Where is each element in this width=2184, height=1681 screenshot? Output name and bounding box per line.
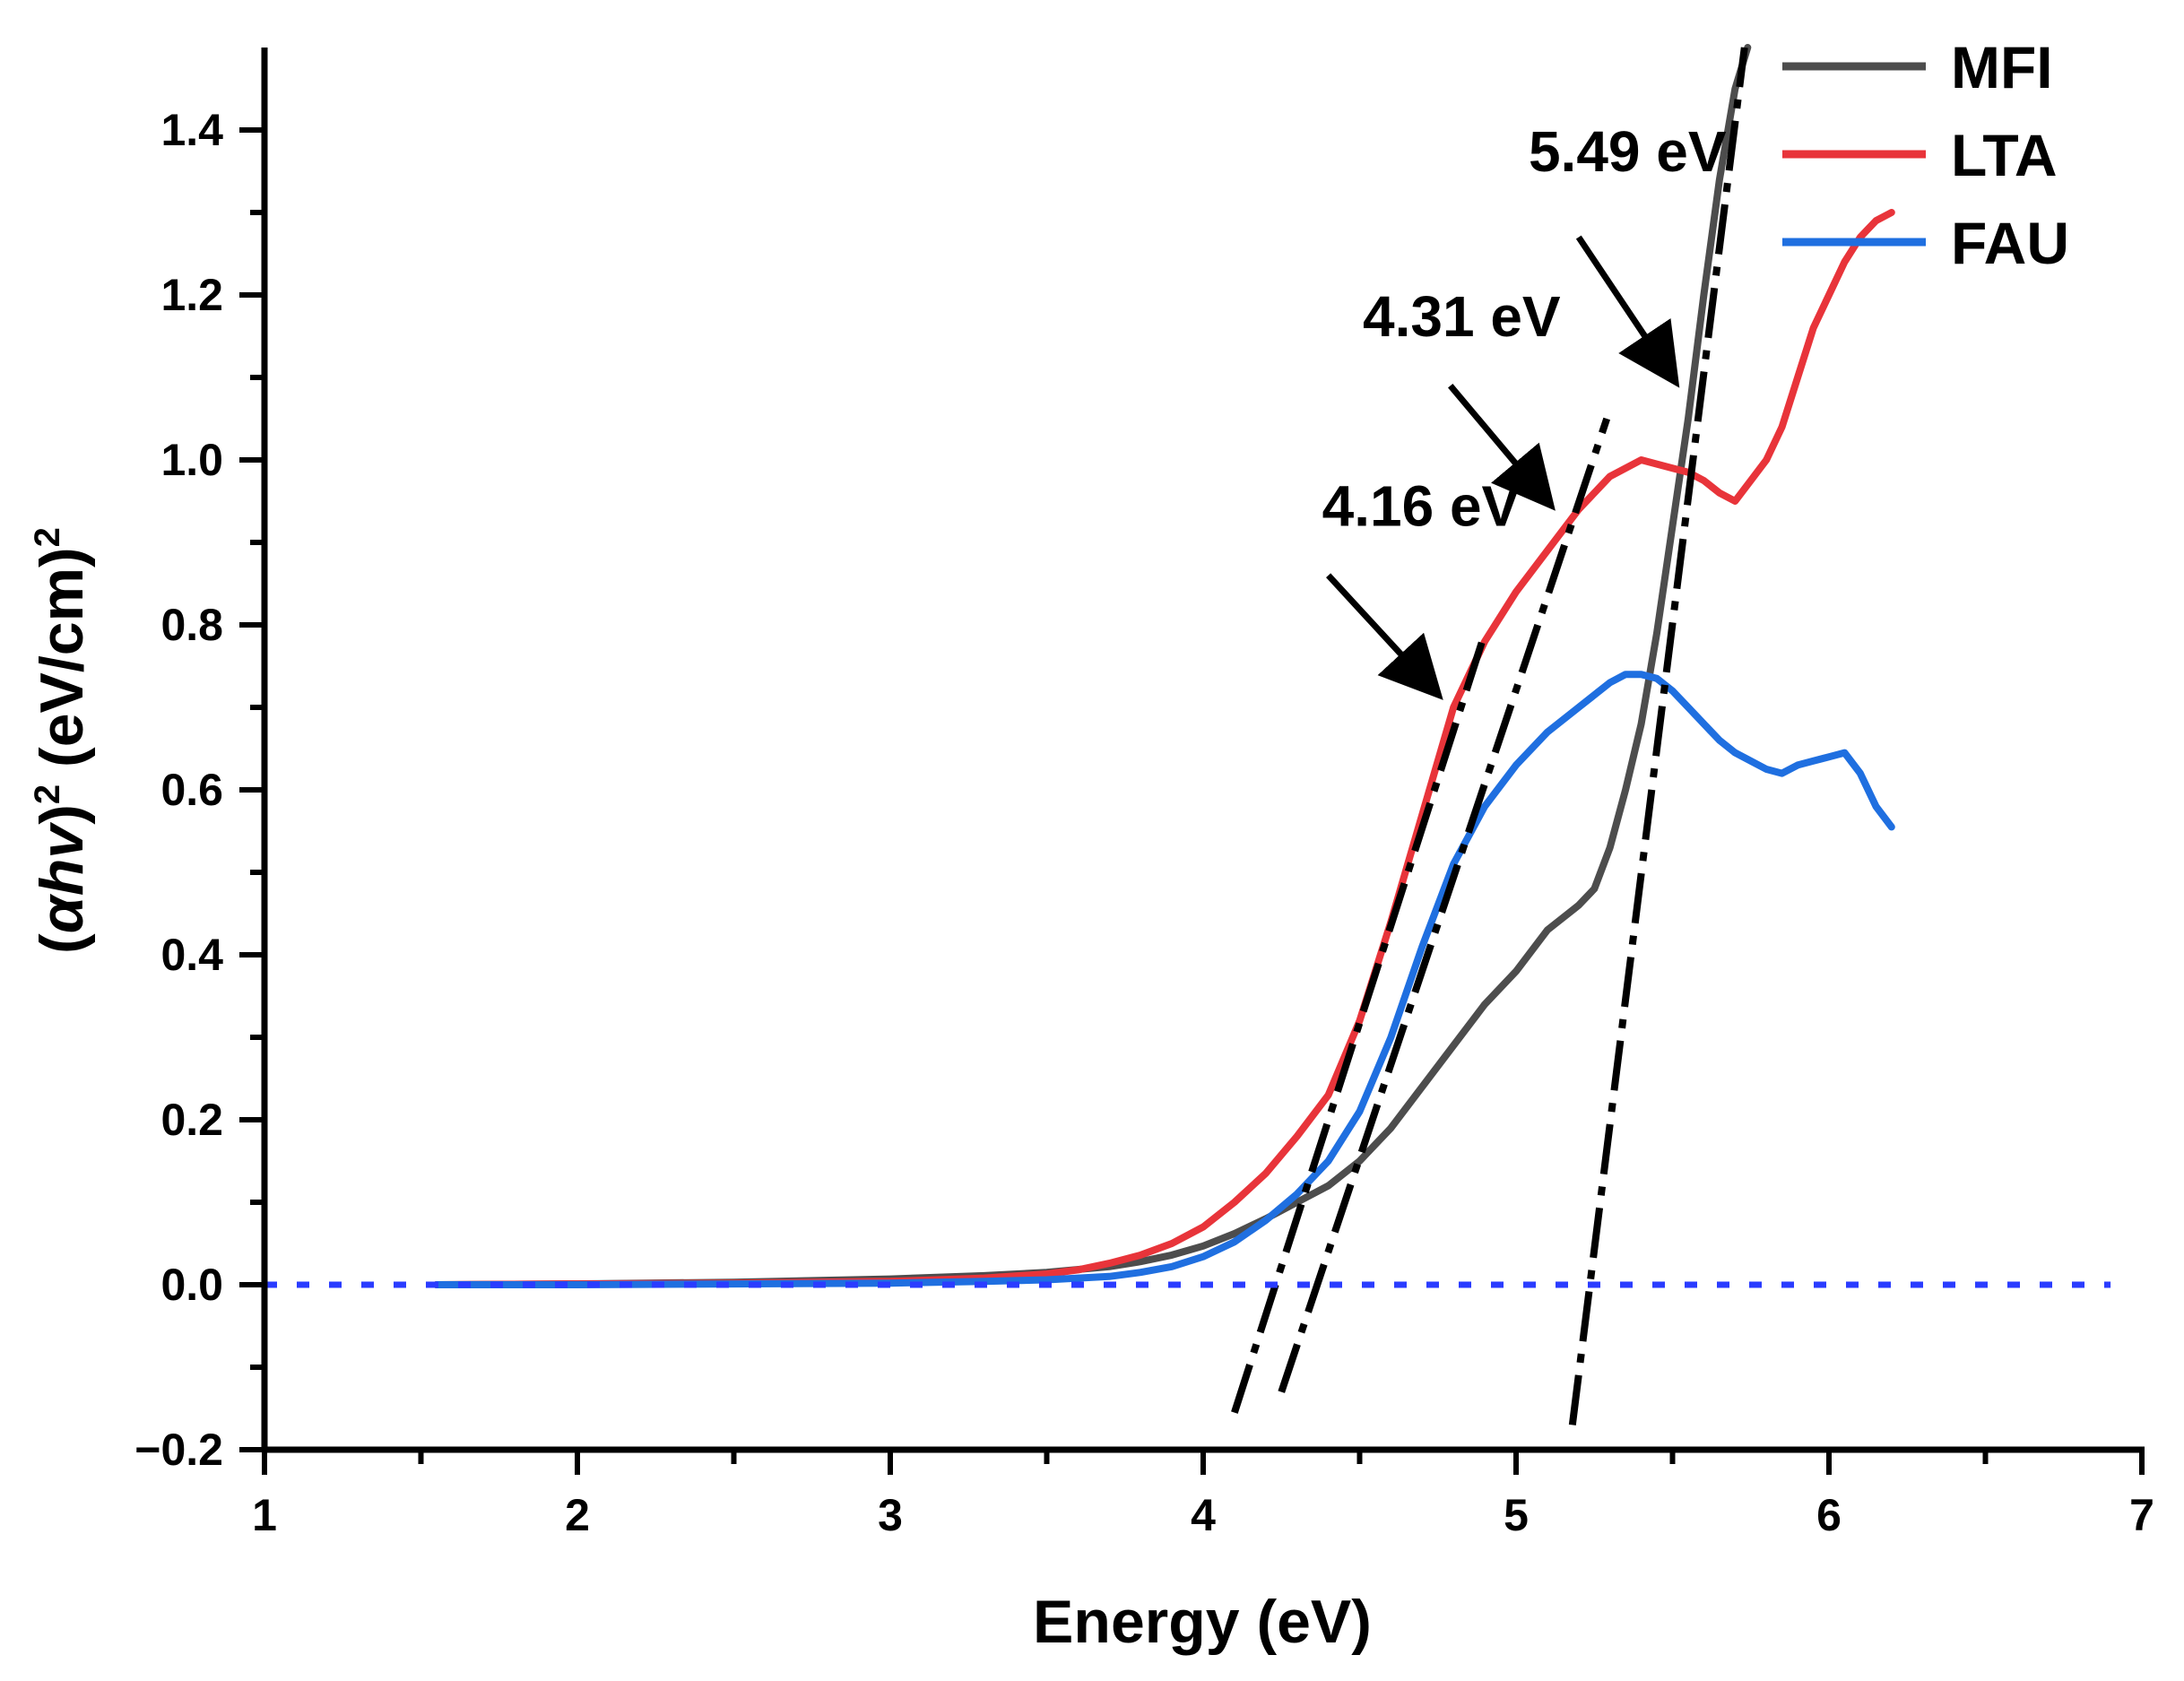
bandgap-label-2: 4.31 eV <box>1363 284 1561 349</box>
bandgap-arrow-1 <box>1326 573 1443 700</box>
y-tick-label: 1.0 <box>160 435 223 485</box>
x-tick-label: 5 <box>1504 1490 1529 1540</box>
series-layer <box>433 44 1895 1288</box>
y-axis-title-units: (eV/cm) <box>28 547 96 784</box>
y-axis-title-close: ) <box>28 804 96 825</box>
y-ticks: −0.2 0.0 0.2 0.4 0.6 0.8 1.0 1.2 1.4 <box>134 105 264 1475</box>
y-tick-label: 0.6 <box>160 765 223 815</box>
legend-label-lta: LTA <box>1951 122 2058 188</box>
y-axis-title: (αhv)2 (eV/cm)2 <box>28 527 96 954</box>
y-tick-label: 1.2 <box>160 270 223 320</box>
y-tick-label: 0.0 <box>160 1260 223 1310</box>
tangent-line-1 <box>1231 631 1488 1414</box>
tangent-line-3 <box>1568 47 1748 1425</box>
x-tick-label: 1 <box>252 1490 277 1540</box>
y-axis-title-symbol: αhv <box>28 822 96 934</box>
y-tick-label: 0.4 <box>160 930 223 980</box>
bandgap-arrow-3 <box>1575 235 1680 388</box>
plot-area <box>264 44 2111 1425</box>
x-ticks: 1 2 3 4 5 6 7 <box>252 1450 2154 1540</box>
x-tick-label: 7 <box>2129 1490 2154 1540</box>
bandgap-arrow-2 <box>1448 383 1556 511</box>
y-axis-title-power: 2 <box>28 784 67 804</box>
series-line-fau <box>433 671 1895 1288</box>
bandgap-label-1: 4.16 eV <box>1322 474 1521 539</box>
series-line-lta <box>433 209 1895 1288</box>
y-axis-title-open: ( <box>28 933 96 954</box>
y-tick-label: 1.4 <box>160 105 223 155</box>
x-tick-label: 4 <box>1191 1490 1216 1540</box>
legend: MFI LTA FAU <box>1782 34 2069 276</box>
x-tick-label: 2 <box>565 1490 590 1540</box>
axes: 1 2 3 4 5 6 7 −0.2 0.0 0.2 0.4 0.6 0.8 1.0 1.2 1.4 <box>134 48 2154 1540</box>
tangent-layer <box>1231 47 1748 1425</box>
x-axis-title: Energy (eV) <box>1033 1588 1372 1656</box>
bandgap-label-3: 5.49 eV <box>1529 119 1727 184</box>
tangent-line-2 <box>1278 417 1611 1393</box>
legend-label-mfi: MFI <box>1951 34 2053 100</box>
legend-label-fau: FAU <box>1951 210 2069 276</box>
y-tick-label: 0.8 <box>160 600 223 650</box>
y-tick-label: 0.2 <box>160 1095 223 1145</box>
x-tick-label: 6 <box>1816 1490 1842 1540</box>
series-line-mfi <box>433 44 1752 1288</box>
annotations: 4.16 eV 4.31 eV 5.49 eV <box>1322 119 1727 700</box>
y-axis-title-units-power: 2 <box>28 527 67 547</box>
y-tick-label: −0.2 <box>134 1425 223 1475</box>
x-tick-label: 3 <box>878 1490 903 1540</box>
